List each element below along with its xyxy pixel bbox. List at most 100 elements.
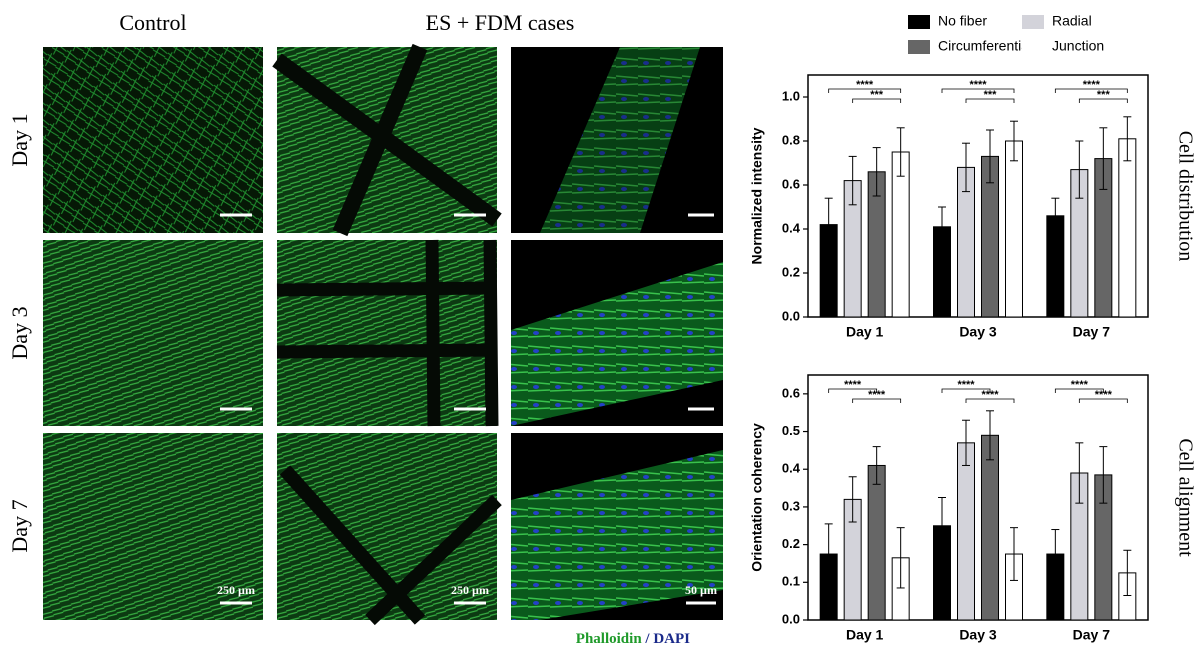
cells [511, 262, 723, 426]
image [43, 433, 263, 620]
significance-label: **** [856, 79, 874, 91]
y-tick-label: 0.6 [782, 385, 800, 400]
micrographs: 250 µm 250 µm 50 µm [43, 43, 723, 626]
significance-bracket [941, 388, 991, 393]
y-tick-label: 0.4 [782, 220, 801, 235]
y-tick-label: 0.0 [782, 308, 800, 323]
legend-label: Junction [1052, 38, 1104, 54]
plot-frame [807, 74, 1149, 318]
significance-bracket [1054, 388, 1104, 393]
scale-label: 250 µm [451, 583, 489, 597]
cells [540, 47, 700, 233]
y-tick-label: 0.4 [782, 461, 801, 476]
side-label: Cell distribution [1174, 131, 1196, 262]
error-bar [1099, 127, 1108, 190]
bar [981, 434, 999, 621]
significance-bracket [852, 398, 902, 403]
legend-label: No fiber [938, 13, 987, 29]
significance-bracket [828, 88, 902, 93]
significance-bracket [1078, 98, 1128, 103]
significance-label: **** [1071, 379, 1089, 391]
error-bar [896, 127, 905, 177]
significance-bracket [1054, 88, 1128, 93]
y-tick-label: 1.0 [782, 88, 800, 103]
x-tick-label: Day 7 [1073, 627, 1111, 643]
y-tick-label: 0.2 [782, 536, 800, 551]
fiber [279, 465, 502, 626]
y-tick-label: 0.5 [782, 423, 800, 438]
y-axis-label: Normalized intensity [749, 127, 765, 264]
bar [957, 442, 975, 621]
error-bar [986, 129, 994, 184]
legend-swatch [908, 15, 930, 29]
row-title: Day 3 [7, 306, 32, 359]
error-bar [938, 206, 946, 248]
significance-label: **** [1083, 79, 1101, 91]
significance-label: **** [868, 389, 886, 401]
significance-bracket [965, 398, 1015, 403]
error-bar [848, 155, 857, 206]
y-axis-label: Orientation coherency [749, 423, 765, 572]
column-title: Control [119, 10, 186, 35]
side-label: Cell alignment [1174, 438, 1196, 557]
significance-label: *** [984, 89, 998, 101]
column-title: ES + FDM cases [426, 10, 575, 35]
legend-label: Circumferential [938, 38, 1032, 54]
error-bar [1075, 442, 1084, 504]
x-tick-label: Day 3 [959, 627, 997, 643]
error-bar [1010, 120, 1018, 162]
bar [891, 151, 910, 318]
fiber [272, 43, 502, 237]
x-tick-label: Day 1 [846, 627, 884, 643]
plot-frame [807, 374, 1149, 621]
scale-label: 250 µm [217, 583, 255, 597]
stain: Phalloidin [576, 631, 643, 647]
image [43, 47, 263, 233]
significance-label: **** [981, 389, 999, 401]
scale-bars [220, 213, 716, 605]
bar [1005, 140, 1023, 318]
y-tick-label: 0.1 [782, 574, 800, 589]
legend-swatch [1022, 40, 1044, 54]
bar [867, 464, 886, 621]
significance-label: **** [1095, 389, 1113, 401]
error-bar [1123, 549, 1132, 596]
error-bar [1075, 140, 1084, 199]
error-bar [1010, 527, 1018, 581]
error-bar [824, 523, 833, 585]
image [43, 240, 263, 426]
y-tick-label: 0.6 [782, 176, 800, 191]
scale-label: 50 µm [685, 583, 717, 597]
significance-bracket [828, 388, 878, 393]
error-bar [1123, 116, 1132, 162]
legend-swatch [1022, 15, 1044, 29]
legend-label: Radial [1052, 13, 1092, 29]
x-tick-label: Day 7 [1073, 324, 1111, 340]
significance-label: **** [969, 79, 987, 91]
x-tick-label: Day 3 [959, 324, 997, 340]
error-bar [824, 197, 833, 252]
significance-label: *** [870, 89, 884, 101]
error-bar [962, 419, 970, 466]
significance-bracket [1078, 398, 1128, 403]
row-title: Day 1 [7, 113, 32, 166]
significance-bracket [852, 98, 902, 103]
significance-bracket [965, 98, 1015, 103]
row-title: Day 7 [7, 499, 32, 552]
legend-swatch [908, 40, 930, 54]
stain-legend: Phalloidin / DAPI [576, 631, 690, 647]
error-bar [962, 142, 970, 193]
error-bar [1099, 446, 1108, 504]
y-tick-label: 0.2 [782, 264, 800, 279]
significance-label: *** [1097, 89, 1111, 101]
fiber [276, 239, 499, 427]
stain: DAPI [653, 631, 690, 647]
error-bar [1051, 197, 1060, 234]
charts: No fiber Radial Circumferential Junction 0.0… [749, 13, 1197, 643]
y-tick-label: 0.8 [782, 132, 800, 147]
cells [511, 450, 723, 620]
bar [1118, 138, 1137, 318]
error-bar [938, 497, 946, 555]
y-tick-label: 0.0 [782, 611, 800, 626]
error-bar [848, 476, 857, 523]
